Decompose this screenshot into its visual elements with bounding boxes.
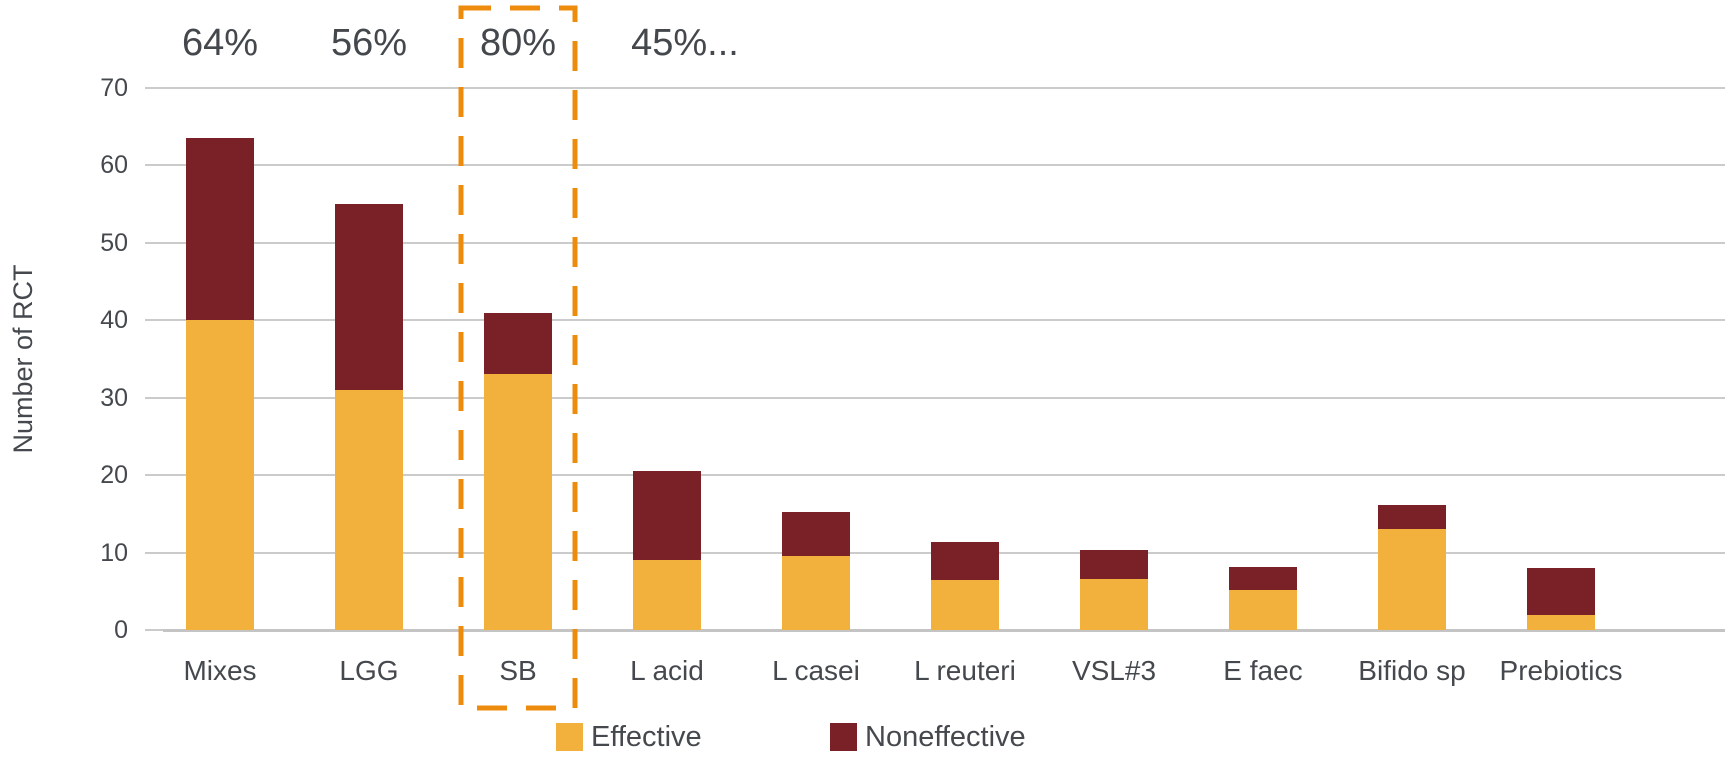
percent-annotation-3: 80% xyxy=(479,22,557,64)
bar-effective-lgg xyxy=(335,389,403,630)
bar-noneffective-sb xyxy=(484,312,552,375)
x-category-label-vsl#3: VSL#3 xyxy=(1071,655,1157,686)
bar-effective-vsl#3 xyxy=(1080,578,1148,630)
bar-effective-prebiotics xyxy=(1527,614,1595,630)
x-category-label-l-casei: L casei xyxy=(772,655,860,686)
y-tick-30 xyxy=(145,396,163,399)
y-tick-70 xyxy=(145,87,163,89)
gridline-40 xyxy=(163,319,1725,322)
x-category-label-prebiotics: Prebiotics xyxy=(1499,655,1623,686)
bar-effective-l-casei xyxy=(782,556,850,630)
legend-label-noneffective: Noneffective xyxy=(865,721,1026,753)
y-tick-label-40: 40 xyxy=(100,306,128,335)
x-category-label-l-reuteri: L reuteri xyxy=(914,655,1016,686)
y-tick-50 xyxy=(145,241,163,244)
x-category-label-l-acid: L acid xyxy=(630,655,704,686)
y-tick-label-50: 50 xyxy=(100,228,128,257)
y-tick-label-30: 30 xyxy=(100,383,128,412)
x-category-label-bifido-sp: Bifido sp xyxy=(1358,655,1466,686)
percent-annotation-1: 64% xyxy=(181,22,259,64)
x-category-label-lgg: LGG xyxy=(339,655,399,686)
bar-effective-sb xyxy=(484,374,552,630)
bar-effective-l-reuteri xyxy=(931,580,999,630)
bar-noneffective-mixes xyxy=(186,138,254,321)
bar-noneffective-lgg xyxy=(335,204,403,390)
x-category-label-sb: SB xyxy=(499,655,537,686)
bar-noneffective-l-reuteri xyxy=(931,541,999,581)
bar-effective-bifido-sp xyxy=(1378,529,1446,630)
bar-noneffective-vsl#3 xyxy=(1080,550,1148,579)
bar-effective-e-faec xyxy=(1229,589,1297,630)
x-category-label-mixes: Mixes xyxy=(183,655,257,686)
y-tick-label-0: 0 xyxy=(114,616,128,644)
legend-item-noneffective: Noneffective xyxy=(830,718,1026,756)
y-axis-title: Number of RCT xyxy=(8,264,38,454)
legend-swatch-noneffective-icon xyxy=(830,723,857,751)
bar-effective-mixes xyxy=(186,320,254,630)
y-tick-label-70: 70 xyxy=(100,74,128,102)
legend-label-effective: Effective xyxy=(591,721,702,753)
y-tick-60 xyxy=(145,164,163,167)
bar-noneffective-l-acid xyxy=(633,471,701,561)
gridline-20 xyxy=(163,474,1725,477)
gridline-30 xyxy=(163,396,1725,399)
bar-noneffective-prebiotics xyxy=(1527,568,1595,615)
percent-annotation-2: 56% xyxy=(330,22,408,64)
x-axis-line xyxy=(163,629,1725,632)
y-tick-40 xyxy=(145,319,163,322)
x-category-label-e-faec: E faec xyxy=(1223,655,1303,686)
gridline-60 xyxy=(163,164,1725,167)
legend-swatch-effective-icon xyxy=(556,723,583,751)
y-tick-20 xyxy=(145,474,163,477)
y-tick-label-20: 20 xyxy=(100,461,128,490)
bar-noneffective-e-faec xyxy=(1229,566,1297,590)
bar-noneffective-l-casei xyxy=(782,511,850,557)
y-tick-label-60: 60 xyxy=(100,151,128,180)
y-tick-0 xyxy=(145,629,163,631)
bar-noneffective-bifido-sp xyxy=(1378,504,1446,530)
y-tick-10 xyxy=(145,551,163,554)
y-tick-label-10: 10 xyxy=(100,538,128,567)
legend-item-effective: Effective xyxy=(556,718,702,756)
bar-effective-l-acid xyxy=(633,560,701,630)
gridline-70 xyxy=(163,87,1725,89)
gridline-50 xyxy=(163,241,1725,244)
percent-annotation-4: 45%... xyxy=(631,22,739,64)
